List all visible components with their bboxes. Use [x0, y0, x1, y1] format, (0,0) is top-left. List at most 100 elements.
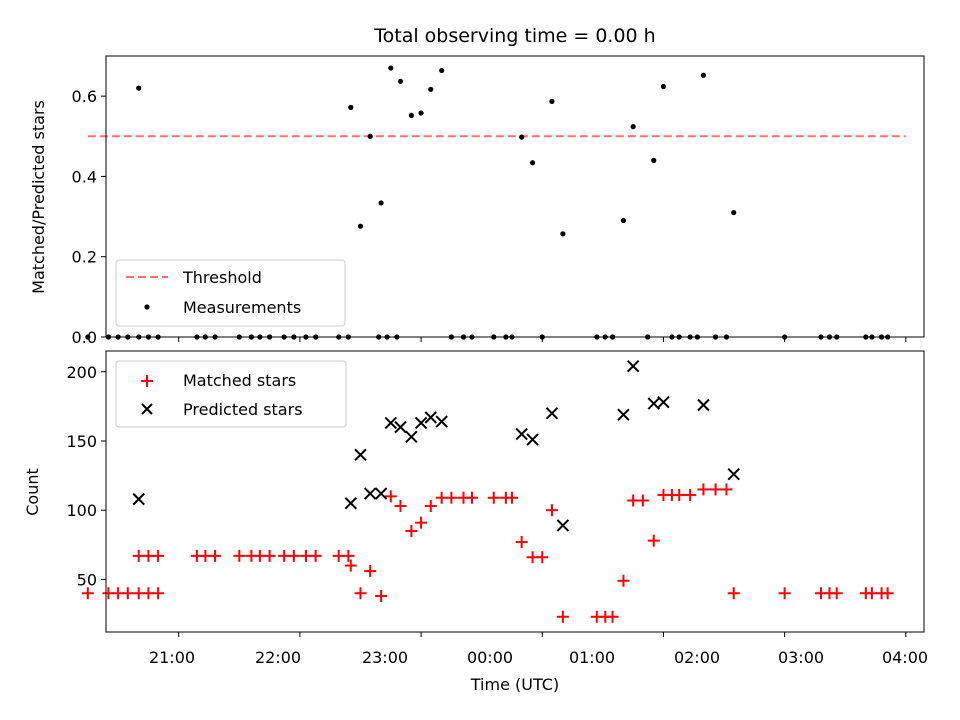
matched-star-point — [405, 524, 418, 537]
measurement-point — [651, 157, 657, 163]
bottom-y-axis: 50 100 150 200 — [66, 363, 106, 589]
matched-star-point — [881, 587, 894, 600]
measurement-point — [519, 134, 525, 140]
x-tick-label: 02:00 — [674, 648, 720, 667]
measurement-point — [700, 72, 707, 78]
measurement-point — [731, 209, 737, 216]
predicted-star-point — [414, 416, 428, 430]
predicted-star-point — [556, 519, 570, 532]
measurement-point — [660, 83, 667, 90]
predicted-star-point — [354, 448, 367, 462]
measurement-point — [378, 200, 384, 206]
matched-star-point — [465, 491, 478, 504]
top-y-axis: 0.0 0.2 0.4 0.6 — [72, 87, 106, 347]
predicted-star-point — [394, 420, 407, 434]
matched-star-point — [830, 587, 843, 600]
matched-star-point — [606, 610, 619, 623]
predicted-star-point — [374, 487, 388, 500]
predicted-legend-swatch — [141, 403, 153, 415]
x-tick-label: 04:00 — [882, 648, 928, 667]
measurement-point — [136, 85, 142, 91]
matched-star-point — [505, 491, 518, 504]
matched-star-point — [424, 500, 437, 513]
matched-star-point — [263, 549, 276, 562]
x-tick-label: 23:00 — [362, 648, 408, 667]
matched-star-point — [515, 536, 528, 549]
measurements-legend-label: Measurements — [183, 298, 301, 317]
matched-star-point — [354, 587, 367, 600]
predicted-star-point — [526, 433, 539, 446]
predicted-star-point — [515, 427, 528, 441]
matched-star-point — [152, 587, 165, 600]
x-axis-label: Time (UTC) — [470, 675, 559, 694]
matched-star-point — [152, 549, 165, 562]
measurement-point — [367, 133, 373, 139]
x-tick-label: 00:00 — [467, 648, 513, 667]
matched-star-point — [121, 587, 134, 600]
bottom-marks — [81, 360, 894, 623]
bottom-plot-frame — [105, 350, 925, 633]
top-y-tick-label: 0.6 — [72, 87, 97, 106]
measurement-point — [439, 67, 445, 74]
top-y-tick-label: 0.2 — [72, 248, 97, 267]
predicted-star-point — [424, 411, 437, 424]
measurement-point — [428, 86, 434, 92]
matched-star-point — [309, 549, 322, 562]
matched-star-point — [384, 490, 397, 503]
matched-star-point — [545, 504, 558, 517]
bottom-y-tick-label: 150 — [66, 432, 97, 451]
predicted-legend-label: Predicted stars — [183, 400, 303, 419]
matched-star-point — [778, 587, 791, 600]
matched-star-point — [81, 587, 94, 600]
measurement-point — [630, 124, 636, 130]
matched-star-point — [342, 549, 355, 562]
matched-star-point — [445, 491, 458, 504]
top-x-ticks — [178, 337, 907, 342]
predicted-star-point — [384, 416, 397, 430]
matched-star-point — [684, 488, 697, 501]
predicted-star-point — [626, 360, 640, 373]
bottom-y-tick-label: 50 — [77, 570, 97, 589]
bottom-legend: Matched stars Predicted stars — [115, 360, 347, 428]
predicted-star-point — [344, 497, 358, 510]
measurement-point — [418, 110, 424, 116]
matched-star-point — [375, 590, 388, 603]
top-panel: 0.0 0.2 0.4 0.6 Matched/Predicted stars Thr… — [29, 55, 925, 347]
matched-star-point — [617, 574, 630, 587]
predicted-star-point — [697, 398, 710, 412]
matched-star-point — [536, 551, 549, 564]
x-tick-label: 21:00 — [149, 648, 195, 667]
top-legend: Threshold Measurements — [115, 259, 346, 327]
predicted-star-point — [647, 397, 660, 410]
measurements-legend-swatch — [144, 304, 150, 310]
top-legend-box — [115, 259, 346, 327]
measurement-point — [388, 65, 394, 71]
measurement-point — [85, 334, 91, 340]
measurement-point — [357, 223, 364, 229]
top-y-tick-label: 0.0 — [72, 328, 97, 347]
top-y-tick-label: 0.4 — [72, 167, 97, 186]
bottom-y-tick-label: 200 — [66, 363, 97, 382]
measurement-point — [408, 112, 414, 119]
predicted-star-point — [727, 467, 740, 481]
chart-title: Total observing time = 0.00 h — [373, 25, 655, 47]
bottom-x-axis: 21:00 22:00 23:00 00:00 01:00 02:00 03:00 04:00 — [149, 632, 928, 667]
x-tick-label: 01:00 — [569, 648, 615, 667]
matched-star-point — [364, 565, 377, 578]
measurement-point — [348, 104, 354, 110]
matched-star-point — [727, 587, 740, 600]
predicted-star-point — [435, 415, 448, 428]
matched-star-point — [415, 516, 428, 529]
matched-star-point — [487, 491, 500, 504]
matched-star-point — [344, 559, 357, 572]
bottom-panel: 50 100 150 200 21:00 22:00 23:00 00:00 01:00 02:… — [23, 350, 928, 694]
matched-star-point — [394, 500, 407, 513]
matched-legend-swatch — [141, 375, 153, 387]
matched-star-point — [709, 483, 722, 496]
matched-star-point — [673, 488, 686, 501]
x-tick-label: 22:00 — [255, 648, 301, 667]
matched-star-point — [697, 483, 710, 496]
predicted-star-point — [545, 407, 559, 420]
x-tick-label: 03:00 — [778, 648, 824, 667]
